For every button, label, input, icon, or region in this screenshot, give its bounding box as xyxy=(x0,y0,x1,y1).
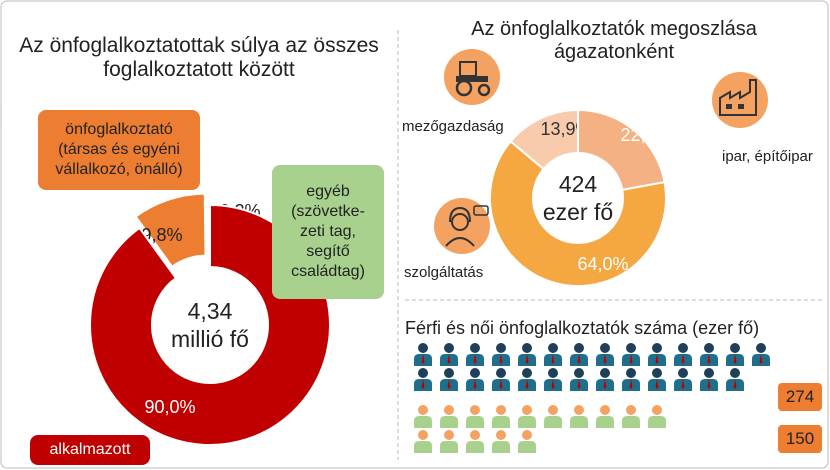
person-icon xyxy=(596,343,614,366)
category-label: ipar, építőipar xyxy=(722,148,813,167)
person-icon xyxy=(466,368,484,391)
person-icon xyxy=(414,405,432,428)
person-icon xyxy=(544,343,562,366)
category-label: mezőgazdaság xyxy=(402,118,504,137)
person-icon xyxy=(648,368,666,391)
value-label: 64,0% xyxy=(577,254,628,274)
chart-title: Az önfoglalkoztatottak súlya az összes f… xyxy=(0,34,398,82)
person-icon xyxy=(492,405,510,428)
category-label: szolgáltatás xyxy=(404,264,483,283)
person-icon xyxy=(440,405,458,428)
person-icon xyxy=(466,430,484,453)
person-icon xyxy=(466,405,484,428)
category-label: alkalmazott xyxy=(30,435,150,465)
person-icon xyxy=(414,343,432,366)
person-icon xyxy=(570,343,588,366)
value-label: 22,1% xyxy=(620,125,671,145)
person-icon xyxy=(648,343,666,366)
person-icon xyxy=(440,368,458,391)
person-icon xyxy=(570,368,588,391)
value-box: 274 xyxy=(778,383,822,411)
person-icon xyxy=(544,405,562,428)
factory-icon xyxy=(712,72,768,128)
person-icon xyxy=(674,368,692,391)
service-icon xyxy=(434,198,490,254)
person-icon xyxy=(622,368,640,391)
person-icon xyxy=(414,368,432,391)
person-icon xyxy=(544,368,562,391)
person-icon xyxy=(726,368,744,391)
person-icon xyxy=(414,430,432,453)
person-icon xyxy=(700,368,718,391)
value-box: 150 xyxy=(778,425,822,453)
chart-title: Férfi és női önfoglalkoztatók száma (eze… xyxy=(405,318,830,339)
center-label: 424 ezer fő xyxy=(518,171,638,226)
person-icon xyxy=(752,343,770,366)
person-icon xyxy=(518,343,536,366)
person-icon xyxy=(492,430,510,453)
person-icon xyxy=(596,405,614,428)
category-label: önfoglalkoztató (társas és egyéni vállal… xyxy=(38,110,200,190)
person-icon xyxy=(518,430,536,453)
person-icon xyxy=(570,405,588,428)
person-icon xyxy=(622,405,640,428)
category-label: egyéb (szövetke- zeti tag, segítő család… xyxy=(272,165,384,299)
person-icon xyxy=(492,343,510,366)
person-icon xyxy=(440,343,458,366)
person-icon xyxy=(518,405,536,428)
person-icon xyxy=(518,368,536,391)
person-icon xyxy=(726,343,744,366)
person-icon xyxy=(492,368,510,391)
person-icon xyxy=(440,430,458,453)
chart-title: Az önfoglalkoztatók megoszlása ágazatonk… xyxy=(400,18,828,64)
person-icon xyxy=(596,368,614,391)
infographic: 9,8%0,2%90,0%13,9%22,1%64,0% Az önfoglal… xyxy=(0,0,830,470)
person-icon xyxy=(622,343,640,366)
value-label: 90,0% xyxy=(144,397,195,417)
person-icon xyxy=(466,343,484,366)
center-label: 4,34 millió fő xyxy=(150,298,270,353)
person-icon xyxy=(674,343,692,366)
person-icon xyxy=(700,343,718,366)
person-icon xyxy=(648,405,666,428)
